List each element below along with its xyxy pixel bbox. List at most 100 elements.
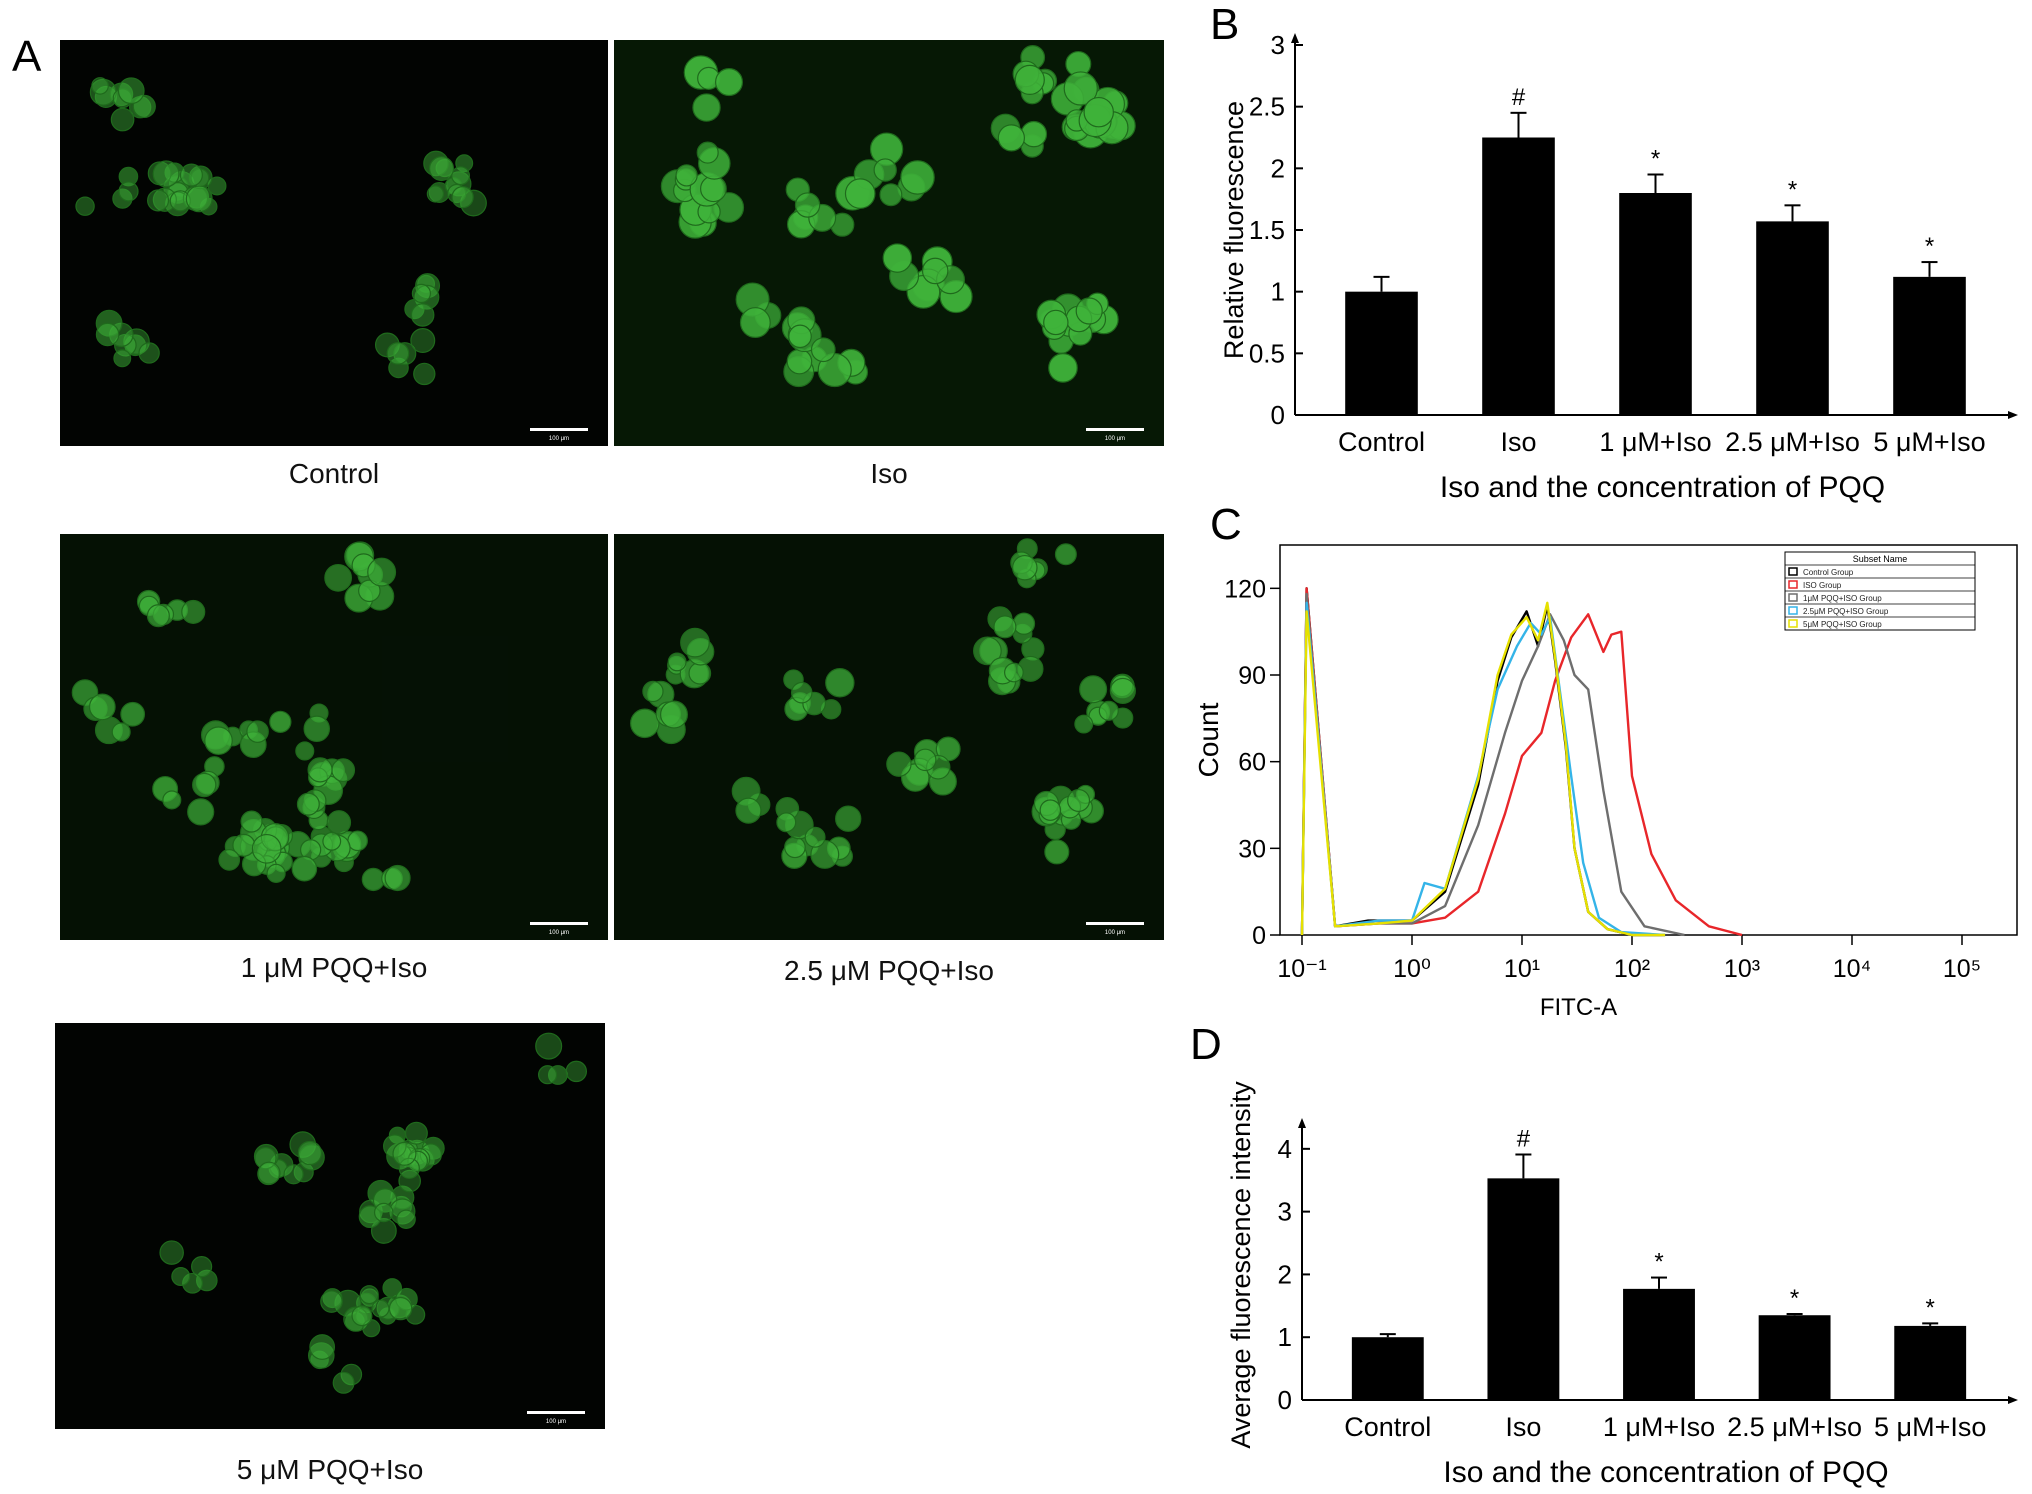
- cell: [1012, 612, 1036, 635]
- y-axis-title: Relative fluorescence: [1219, 101, 1249, 359]
- x-axis-arrow: [2008, 411, 2018, 419]
- bar: [1894, 1325, 1967, 1400]
- x-axis-title: FITC-A: [1540, 994, 1617, 1020]
- bar: [1758, 1315, 1831, 1400]
- y-axis-title: Average fluorescence intensity: [1226, 1081, 1256, 1449]
- scale-bar-label: 100 μm: [549, 436, 569, 442]
- x-tick-label: 10³: [1724, 955, 1760, 983]
- scale-bar-label: 100 μm: [1105, 930, 1125, 936]
- cell-cluster: [358, 1179, 416, 1244]
- cell: [630, 708, 660, 739]
- cell: [181, 599, 206, 624]
- cell: [297, 1140, 323, 1166]
- cell: [351, 1305, 373, 1327]
- cell-cluster: [844, 132, 935, 209]
- cell: [1083, 96, 1114, 128]
- cell: [269, 710, 292, 733]
- x-tick-label: Iso: [1505, 1412, 1541, 1442]
- cell: [386, 342, 410, 365]
- cell: [1079, 675, 1108, 704]
- cell: [451, 186, 474, 209]
- cell: [138, 342, 160, 364]
- bar: [1345, 291, 1418, 415]
- cell: [407, 1150, 428, 1172]
- x-tick-label: 1 μM+Iso: [1599, 427, 1711, 457]
- cell: [565, 1060, 588, 1083]
- cell: [179, 163, 203, 187]
- cell: [1098, 700, 1119, 721]
- histogram-line: [1300, 601, 1666, 937]
- cell: [393, 342, 417, 366]
- cell: [1043, 309, 1069, 336]
- significance-mark: *: [1925, 233, 1934, 260]
- scale-bar-label: 100 μm: [1105, 436, 1125, 442]
- cell: [347, 830, 368, 852]
- x-tick-label: 10²: [1614, 955, 1650, 983]
- bar: [1351, 1337, 1424, 1400]
- legend-swatch: [1788, 619, 1798, 628]
- scale-bar: [530, 428, 588, 431]
- caption-iso: Iso: [870, 458, 908, 489]
- significance-mark: #: [1517, 1125, 1531, 1152]
- cell: [111, 722, 131, 742]
- cell: [120, 701, 146, 727]
- cell: [373, 1202, 394, 1223]
- histogram-line: [1300, 587, 1743, 937]
- micrograph-iso: 100 μm: [614, 40, 1164, 446]
- x-tick-label: 5 μM+Iso: [1874, 1412, 1986, 1442]
- significance-mark: *: [1790, 1285, 1799, 1312]
- y-tick-label: 1: [1271, 277, 1285, 307]
- significance-mark: *: [1654, 1249, 1663, 1276]
- cell: [1044, 839, 1070, 865]
- y-tick-label: 60: [1238, 749, 1266, 777]
- cell: [426, 185, 445, 203]
- y-axis-title: Count: [1193, 702, 1224, 777]
- cell-cluster: [990, 113, 1048, 158]
- cell: [786, 348, 813, 375]
- cell-cluster: [882, 243, 973, 314]
- cell: [791, 681, 813, 704]
- legend-swatch: [1788, 580, 1798, 589]
- legend-swatch: [1788, 593, 1798, 602]
- cell: [900, 160, 935, 195]
- cell: [147, 189, 170, 212]
- cell: [291, 855, 318, 882]
- x-tick-label: Control: [1344, 1412, 1431, 1442]
- background-glow: [614, 534, 1164, 940]
- scale-bar-label: 100 μm: [549, 930, 569, 936]
- panel-label-c: C: [1210, 500, 1242, 549]
- cell: [1054, 543, 1077, 566]
- cell: [428, 156, 454, 182]
- cell: [75, 196, 95, 216]
- cell-cluster: [75, 166, 139, 216]
- y-tick-label: 2.5: [1249, 92, 1285, 122]
- cell: [91, 77, 109, 95]
- caption-5um-pqq-iso: 5 μM PQQ+Iso: [236, 1454, 424, 1485]
- cell: [152, 187, 177, 212]
- cell: [398, 1169, 421, 1193]
- chart-c-flow-histogram: 0 30 60 90 120 10⁻¹ 10⁰ 10¹ 10² 10³ 10⁴ 10⁵ FITC-A Co…: [1193, 544, 2018, 1020]
- histogram-line: [1300, 601, 1666, 937]
- y-tick-label: 3: [1278, 1197, 1292, 1227]
- cell-cluster: [253, 1131, 325, 1186]
- cell-cluster: [735, 282, 816, 349]
- scale-bar-label: 100 μm: [546, 1419, 566, 1425]
- bar: [1893, 276, 1966, 415]
- cell: [331, 758, 356, 783]
- significance-mark: #: [1512, 84, 1526, 111]
- y-tick-label: 3: [1271, 30, 1285, 60]
- cell: [419, 1143, 442, 1166]
- y-axis-arrow: [1298, 1118, 1306, 1128]
- cell: [804, 826, 826, 848]
- cell-cluster: [1012, 44, 1092, 105]
- scale-bar: [1086, 428, 1144, 431]
- cell-cluster: [426, 156, 487, 217]
- cell-cluster: [218, 822, 290, 883]
- cell-cluster: [683, 55, 744, 122]
- cell: [460, 189, 487, 217]
- x-tick-label: 2.5 μM+Iso: [1727, 1412, 1862, 1442]
- cell: [1004, 662, 1024, 683]
- cell-cluster: [1036, 292, 1109, 346]
- histogram-line: [1300, 587, 1666, 937]
- x-tick-label: 2.5 μM+Iso: [1725, 427, 1860, 457]
